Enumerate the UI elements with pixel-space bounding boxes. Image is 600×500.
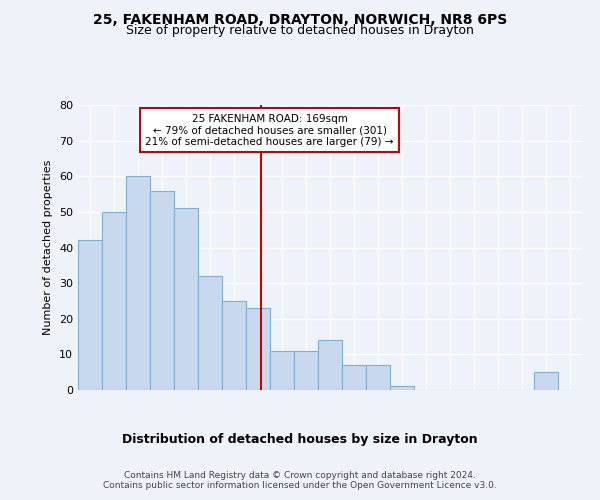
Bar <box>174 208 198 390</box>
Text: Contains HM Land Registry data © Crown copyright and database right 2024.
Contai: Contains HM Land Registry data © Crown c… <box>103 470 497 490</box>
Bar <box>198 276 222 390</box>
Bar <box>102 212 126 390</box>
Text: Size of property relative to detached houses in Drayton: Size of property relative to detached ho… <box>126 24 474 37</box>
Bar <box>390 386 414 390</box>
Text: Distribution of detached houses by size in Drayton: Distribution of detached houses by size … <box>122 432 478 446</box>
Text: 25 FAKENHAM ROAD: 169sqm
← 79% of detached houses are smaller (301)
21% of semi-: 25 FAKENHAM ROAD: 169sqm ← 79% of detach… <box>145 114 394 147</box>
Bar <box>366 365 390 390</box>
Bar <box>270 351 294 390</box>
Bar <box>78 240 102 390</box>
Text: 25, FAKENHAM ROAD, DRAYTON, NORWICH, NR8 6PS: 25, FAKENHAM ROAD, DRAYTON, NORWICH, NR8… <box>93 12 507 26</box>
Bar <box>222 301 246 390</box>
Bar <box>342 365 366 390</box>
Bar <box>126 176 150 390</box>
Bar <box>318 340 342 390</box>
Bar <box>246 308 270 390</box>
Bar <box>150 190 174 390</box>
Y-axis label: Number of detached properties: Number of detached properties <box>43 160 53 335</box>
Bar <box>534 372 558 390</box>
Bar <box>294 351 318 390</box>
